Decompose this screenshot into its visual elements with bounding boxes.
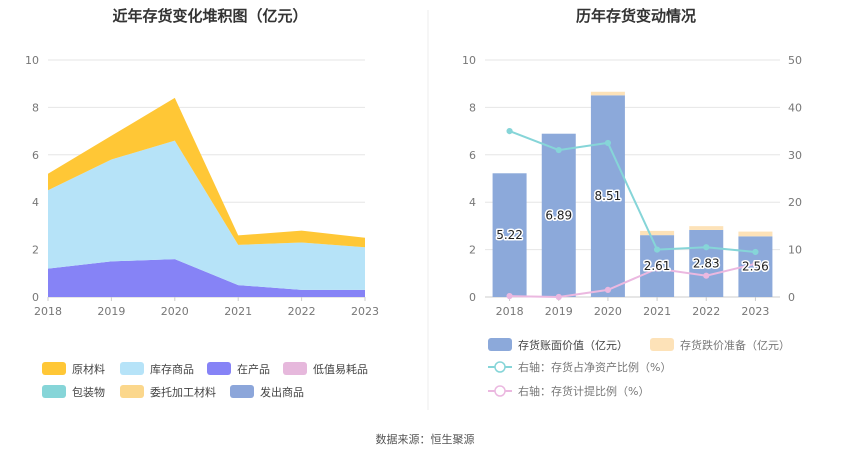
bar-reserve-2022: [689, 226, 724, 230]
area-库存商品: [48, 140, 365, 290]
left-x-tick-label: 2018: [34, 305, 62, 318]
right-y2-tick-label: 50: [788, 54, 802, 67]
line-point: [604, 286, 612, 293]
bar-data-label: 2.56: [742, 260, 769, 274]
bar-inventory-2018: [492, 173, 527, 297]
legend-swatch-库存商品: [120, 362, 144, 375]
legend-marker: [494, 361, 506, 373]
bar-data-label: 2.61: [644, 259, 671, 273]
left-y-tick-label: 4: [32, 196, 39, 209]
right-y-tick-label: 10: [462, 54, 476, 67]
legend-label: 包装物: [72, 385, 105, 399]
area-在产品: [48, 259, 365, 297]
bar-reserve-2021: [640, 230, 675, 236]
right-y2-tick-label: 0: [788, 291, 795, 304]
left-x-tick-label: 2020: [161, 305, 189, 318]
line-point: [506, 292, 513, 300]
legend-swatch-reserve: [650, 338, 674, 351]
left-x-tick-label: 2023: [351, 305, 379, 318]
legend-label: 库存商品: [150, 362, 194, 376]
left-y-tick-label: 10: [25, 54, 39, 67]
legend-label: 发出商品: [260, 385, 304, 399]
line-point: [653, 246, 661, 253]
legend-swatch-低值易耗品: [283, 362, 307, 375]
left-stacked-area-chart: 0 2 4 6 8 10 2018 2019 2020 2021 2022 2023: [25, 54, 379, 318]
right-x-tick-label: 2020: [594, 305, 622, 318]
legend-swatch-发出商品: [230, 385, 254, 398]
legend-label: 右轴：存货占净资产比例（%）: [518, 360, 671, 374]
line-point: [555, 146, 562, 154]
bar-inventory-2020: [590, 95, 625, 297]
left-y-tick-label: 2: [32, 244, 39, 257]
left-x-tick-label: 2019: [97, 305, 125, 318]
line-point: [703, 244, 710, 251]
line-右轴：存货占净资产比例（%）: [509, 130, 756, 253]
legend-label: 右轴：存货计提比例（%）: [518, 384, 649, 398]
line-point: [752, 260, 759, 267]
legend-swatch-inventory: [488, 338, 512, 351]
line-point: [506, 128, 513, 135]
left-x-tick-label: 2022: [288, 305, 316, 318]
right-y2-tick-label: 20: [788, 196, 802, 209]
right-x-tick-label: 2019: [545, 305, 573, 318]
legend-label: 委托加工材料: [150, 385, 216, 399]
line-point: [752, 248, 759, 256]
right-y-tick-label: 4: [469, 196, 476, 209]
right-y2-tick-label: 40: [788, 101, 802, 114]
bar-reserve-2020: [590, 91, 625, 96]
legend-swatch-原材料: [42, 362, 66, 375]
legend-label: 原材料: [72, 362, 105, 376]
line-point: [653, 265, 661, 272]
bar-data-label: 5.22: [496, 228, 523, 242]
right-y-tick-label: 0: [469, 291, 476, 304]
right-y2-tick-label: 10: [788, 244, 802, 257]
bar-inventory-2022: [689, 229, 724, 297]
line-右轴：存货计提比例（%）: [509, 262, 756, 299]
legend-label: 存货跌价准备（亿元）: [680, 338, 790, 352]
bar-reserve-2023: [738, 231, 773, 237]
legend-swatch-委托加工材料: [120, 385, 144, 398]
bar-inventory-2019: [541, 133, 576, 297]
legend-marker: [494, 385, 506, 397]
right-bar-line-chart: 0 2 4 6 8 10 0 10 20 30 40 50 2018 2019 2020 2021 2022 20…: [462, 54, 802, 318]
right-x-tick-label: 2022: [692, 305, 720, 318]
legend-label: 存货账面价值（亿元）: [518, 338, 628, 352]
legend-swatch-在产品: [207, 362, 231, 375]
right-x-tick-label: 2023: [741, 305, 769, 318]
line-point: [703, 272, 710, 279]
bar-data-label: 6.89: [545, 208, 572, 222]
right-chart-legend: 存货账面价值（亿元） 存货跌价准备（亿元） 右轴：存货占净资产比例（%） 右轴：存货计…: [488, 338, 790, 398]
data-source-note: 数据来源：恒生聚源: [376, 432, 475, 446]
right-y-tick-label: 8: [469, 101, 476, 114]
line-point: [604, 139, 612, 147]
left-y-tick-label: 0: [32, 291, 39, 304]
line-point: [555, 293, 562, 301]
right-chart-title: 历年存货变动情况: [576, 7, 696, 25]
legend-swatch-包装物: [42, 385, 66, 398]
area-原材料: [48, 97, 365, 248]
bar-data-label: 8.51: [595, 189, 622, 203]
left-y-tick-label: 8: [32, 101, 39, 114]
left-x-tick-label: 2021: [224, 305, 252, 318]
right-y-tick-label: 2: [469, 244, 476, 257]
right-x-tick-label: 2021: [643, 305, 671, 318]
left-y-tick-label: 6: [32, 149, 39, 162]
bar-data-label: 2.83: [693, 256, 720, 270]
legend-label: 在产品: [237, 362, 270, 376]
legend-label: 低值易耗品: [313, 363, 368, 376]
right-x-tick-label: 2018: [496, 305, 524, 318]
right-y-tick-label: 6: [469, 149, 476, 162]
left-chart-title: 近年存货变化堆积图（亿元）: [112, 7, 307, 25]
right-y2-tick-label: 30: [788, 149, 802, 162]
